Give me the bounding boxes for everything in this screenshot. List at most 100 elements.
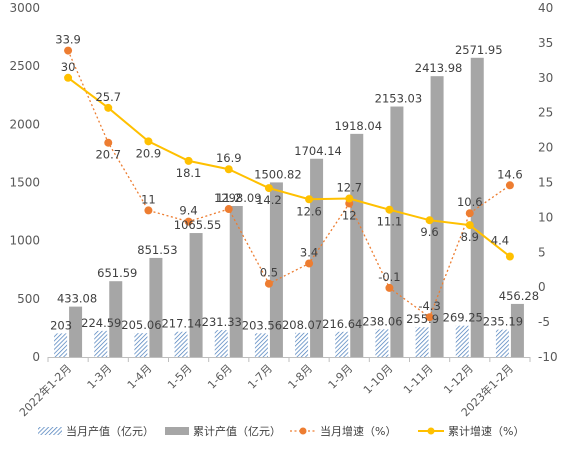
monthly-growth-line [67, 50, 511, 319]
monthly-growth-point [144, 206, 153, 215]
cumulative-output-label: 1918.04 [334, 119, 382, 133]
cumulative-output-bar [69, 306, 83, 357]
cumulative-output-label: 433.08 [57, 292, 97, 306]
left-axis-tick-label: 2500 [9, 59, 40, 73]
monthly-output-bar [254, 333, 268, 357]
monthly-growth-point [425, 313, 434, 322]
x-axis-category-label: 1-6月 [205, 362, 235, 392]
cumulative-output-label: 1704.14 [294, 144, 342, 158]
cumulative-output-label: 1500.82 [254, 167, 302, 181]
monthly-output-bar [495, 329, 509, 357]
legend-swatch-monthly-output [38, 427, 62, 435]
cumulative-output-bar [390, 106, 404, 357]
bars-layer [54, 57, 524, 358]
monthly-output-label: 205.06 [121, 318, 161, 332]
monthly-growth-point [465, 209, 474, 218]
cumulative-output-bar [430, 76, 444, 358]
cumulative-output-bar [229, 205, 243, 357]
x-axis-category-label: 1-10月 [361, 362, 396, 397]
monthly-output-label: 235.19 [483, 315, 523, 329]
cumulative-growth-point [385, 205, 394, 214]
cumulative-output-bar [149, 257, 163, 357]
monthly-growth-label: -0.1 [378, 270, 400, 284]
cumulative-growth-label: 25.7 [95, 90, 121, 104]
monthly-output-label: 224.59 [81, 316, 121, 330]
monthly-growth-label: 33.9 [55, 33, 81, 47]
legend-marker-monthly-growth [299, 427, 307, 435]
right-axis-tick-label: 5 [538, 245, 546, 259]
x-axis-category-label: 1-3月 [85, 362, 115, 392]
cumulative-growth-point [425, 216, 434, 225]
x-axis-category-label: 1-9月 [326, 362, 356, 392]
x-axis-category-label: 1-4月 [125, 362, 155, 392]
left-axis-tick-label: 1500 [9, 176, 40, 190]
monthly-growth-point [305, 259, 314, 268]
monthly-growth-label: 20.7 [95, 148, 121, 162]
cumulative-output-label: 851.53 [137, 243, 177, 257]
cumulative-growth-point [505, 252, 514, 261]
cumulative-growth-point [305, 195, 314, 204]
cumulative-growth-label: 20.9 [136, 146, 162, 160]
legend-label-cumulative-output: 累计产值（亿元） [193, 424, 281, 438]
cumulative-output-bar [269, 182, 283, 357]
monthly-growth-point [64, 46, 73, 55]
cumulative-growth-label: 14.2 [256, 193, 282, 207]
monthly-growth-point [505, 181, 514, 190]
left-axis-tick-label: 2000 [9, 117, 40, 131]
monthly-output-bar [295, 332, 309, 357]
monthly-growth-label: 0.5 [260, 266, 278, 280]
monthly-output-label: 203 [50, 318, 72, 332]
legend-swatch-cumulative-output [165, 427, 189, 435]
legend-marker-cumulative-growth [427, 427, 435, 435]
lines-layer [64, 46, 514, 322]
monthly-growth-label: 11.2 [216, 191, 242, 205]
monthly-growth-label: 3.4 [300, 245, 318, 259]
monthly-output-label: 216.64 [322, 317, 362, 331]
left-axis-tick-label: 1000 [9, 234, 40, 248]
monthly-output-bar [455, 325, 469, 357]
cumulative-output-label: 2413.98 [415, 61, 463, 75]
left-axis-tick-label: 500 [17, 292, 40, 306]
x-axis-category-label: 1-7月 [245, 362, 275, 392]
cumulative-growth-point [465, 221, 474, 230]
left-axis-tick-label: 3000 [9, 1, 40, 15]
cumulative-output-bar [350, 133, 364, 357]
cumulative-growth-label: 4.4 [491, 233, 509, 247]
cumulative-growth-label: 11.1 [377, 215, 403, 229]
cumulative-growth-label: 30 [61, 60, 76, 74]
x-axis-category-label: 1-8月 [286, 362, 316, 392]
legend-label-monthly-output: 当月产值（亿元） [66, 424, 154, 438]
monthly-growth-label: 14.6 [497, 167, 523, 181]
monthly-growth-point [224, 205, 233, 214]
monthly-growth-label: 9.4 [179, 204, 197, 218]
cumulative-growth-point [345, 194, 354, 203]
monthly-growth-label: -4.3 [418, 299, 440, 313]
monthly-output-label: 208.07 [282, 318, 322, 332]
monthly-output-label: 231.33 [202, 315, 242, 329]
right-axis-tick-label: 35 [538, 36, 553, 50]
cumulative-growth-point [144, 137, 153, 146]
monthly-output-bar [174, 331, 188, 357]
monthly-growth-point [264, 279, 273, 288]
cumulative-output-label: 1065.55 [174, 218, 222, 232]
right-axis-tick-label: -5 [538, 315, 550, 329]
monthly-output-label: 255.9 [406, 312, 439, 326]
legend-label-monthly-growth: 当月增速（%） [320, 424, 396, 438]
cumulative-output-bar [510, 303, 524, 357]
x-axis-category-label: 2022年1-2月 [16, 361, 74, 419]
left-axis-tick-label: 0 [32, 350, 40, 364]
right-axis-tick-label: 40 [538, 1, 553, 15]
cumulative-output-label: 1298.09 [214, 191, 262, 205]
cumulative-growth-label: 12.7 [336, 181, 362, 195]
cumulative-growth-label: 8.9 [461, 230, 479, 244]
cumulative-output-bar [310, 158, 324, 357]
cumulative-output-label: 2153.03 [375, 92, 423, 106]
cumulative-output-label: 456.28 [499, 289, 539, 303]
cumulative-growth-label: 18.1 [176, 166, 202, 180]
monthly-output-label: 217.14 [161, 317, 201, 331]
cumulative-output-bar [189, 233, 203, 357]
x-axis-category-label: 1-12月 [441, 362, 476, 397]
cumulative-growth-point [264, 184, 273, 193]
monthly-growth-point [104, 138, 113, 147]
cumulative-growth-point [104, 103, 113, 112]
